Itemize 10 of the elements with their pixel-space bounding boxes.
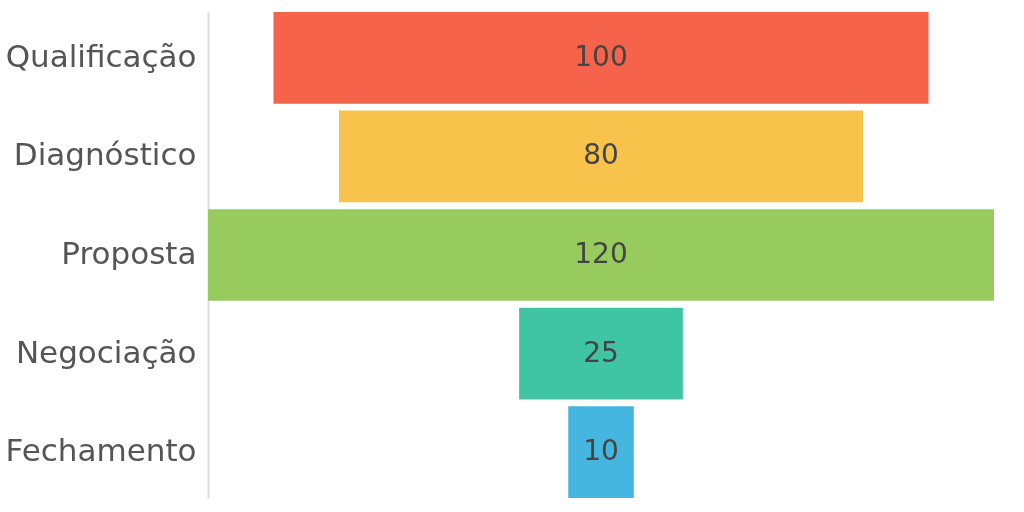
data-label: 10 xyxy=(583,434,619,468)
category-label: Diagnóstico xyxy=(13,136,197,173)
data-label: 120 xyxy=(574,237,628,270)
category-label: Fechamento xyxy=(5,432,197,469)
data-label: 100 xyxy=(574,39,628,73)
data-label: 80 xyxy=(583,138,619,172)
category-label: Proposta xyxy=(61,235,197,271)
category-label: Qualificação xyxy=(5,37,197,74)
data-label: 25 xyxy=(583,335,619,369)
category-label: Negociação xyxy=(15,333,197,370)
